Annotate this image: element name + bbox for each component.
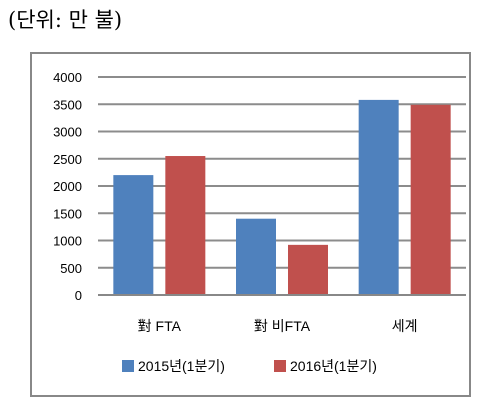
legend-label: 2016년(1분기) [290,358,377,374]
bar-series1 [236,218,276,295]
legend-swatch [274,360,286,372]
y-tick-label: 3500 [53,97,82,112]
y-tick-label: 500 [60,261,82,276]
x-category-label: 세계 [392,318,418,334]
legend-swatch [122,360,134,372]
y-tick-label: 1000 [53,234,82,249]
y-tick-label: 4000 [53,70,82,85]
bar-series1 [113,175,154,295]
y-tick-label: 2000 [53,179,82,194]
x-category-label: 對 FTA [138,318,182,334]
unit-label: (단위: 만 불) [8,8,123,32]
y-tick-label: 3000 [53,125,82,140]
y-tick-label: 1500 [53,206,82,221]
legend-label: 2015년(1분기) [138,358,225,374]
bar-series2 [410,104,451,295]
bar-series1 [358,99,399,295]
bar-series2 [165,156,206,295]
y-tick-label: 0 [75,288,82,303]
y-tick-label: 2500 [53,152,82,167]
x-category-label: 對 비FTA [254,318,311,334]
bar-series2 [288,244,328,295]
